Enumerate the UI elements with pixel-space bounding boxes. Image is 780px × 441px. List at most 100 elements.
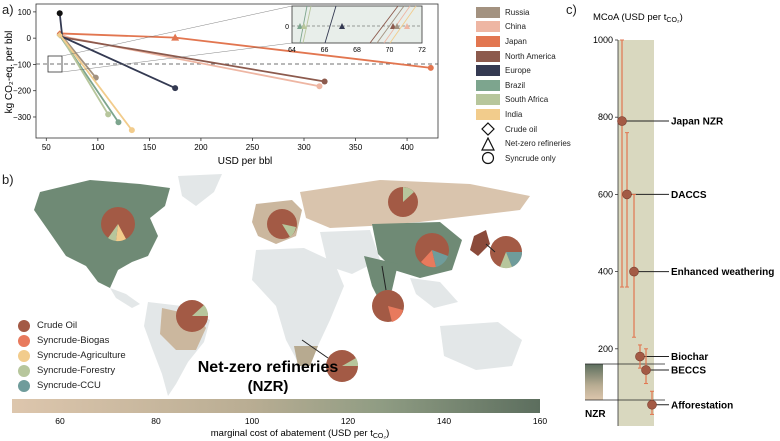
legend-label: Net-zero refineries <box>505 139 571 149</box>
colorbar: 60 80 100 120 140 160 marginal cost of abatem… <box>12 399 547 440</box>
x-tick-label: 50 <box>42 143 51 152</box>
pie-china <box>415 233 449 268</box>
mcoa-tick-label: 600 <box>598 189 613 199</box>
se-asia-shape <box>410 278 458 308</box>
mcoa-point <box>629 266 639 277</box>
crude-oil-point <box>56 32 63 39</box>
world-map: Net-zero refineries (NZR) <box>34 174 530 396</box>
pie-japan <box>490 236 523 269</box>
panel-b-label: b) <box>2 172 14 187</box>
mcoa-item-label: Japan NZR <box>671 117 724 128</box>
series-line <box>59 34 133 131</box>
panel-c-chart: MCoA (USD per tCO₂) 1000 800 600 400 200 NZR… <box>585 12 774 426</box>
syncrude-point <box>172 85 179 92</box>
legend-region-item: Russia <box>476 5 576 20</box>
europe-start-point <box>56 10 63 17</box>
legend-swatch <box>476 79 500 91</box>
legend-region-item: China <box>476 20 576 35</box>
colorbar-tick-label: 80 <box>151 416 161 426</box>
x-ticks: 50 100 150 200 250 300 350 400 <box>42 138 414 152</box>
legend-swatch <box>476 21 500 33</box>
inset-x-tick-label: 64 <box>288 47 296 54</box>
inset-lines <box>299 5 417 44</box>
legend-label: Syncrude-Forestry <box>37 365 116 376</box>
colorbar-ticks: 60 80 100 120 140 160 <box>55 416 547 426</box>
legend-label: North America <box>505 51 556 61</box>
mcoa-item-label: Afforestation <box>671 400 733 411</box>
legend-marker-item: Net-zero refineries <box>476 136 576 151</box>
source-legend-item: Syncrude-CCU <box>18 378 126 393</box>
india-pointer <box>381 265 387 291</box>
y-tick-label: 100 <box>18 8 32 17</box>
region-legend: Russia China Japan North America Europe Brazi… <box>476 5 576 166</box>
legend-dot <box>18 349 30 362</box>
syncrude-point <box>321 78 328 85</box>
mcoa-tick-label: 800 <box>598 112 613 122</box>
source-legend-item: Crude Oil <box>18 318 126 333</box>
source-legend-item: Syncrude-Biogas <box>18 333 126 348</box>
zoom-connector-bottom <box>61 42 293 73</box>
x-tick-label: 250 <box>246 143 260 152</box>
legend-label: Brazil <box>505 80 526 90</box>
nzr-gradient <box>585 364 603 400</box>
south-africa-pointer <box>301 339 329 359</box>
continent-shapes <box>34 174 530 396</box>
pie-india <box>372 290 404 322</box>
x-tick-label: 100 <box>91 143 105 152</box>
syncrude-point <box>427 64 434 71</box>
colorbar-tick-label: 60 <box>55 416 65 426</box>
legend-label: China <box>505 22 526 32</box>
legend-swatch <box>476 65 500 77</box>
inset-x-tick-label: 70 <box>386 47 394 54</box>
mcoa-item-label: Biochar <box>671 352 708 363</box>
colorbar-gradient <box>12 399 540 413</box>
mcoa-point <box>635 351 645 362</box>
pie-europe <box>267 209 297 239</box>
legend-label: Europe <box>505 66 531 76</box>
legend-region-item: India <box>476 107 576 122</box>
x-tick-label: 150 <box>143 143 157 152</box>
mcoa-point <box>647 399 657 410</box>
y-tick-label: −300 <box>13 113 32 122</box>
legend-dot <box>18 364 30 377</box>
mcoa-item-label: Enhanced weathering <box>671 267 774 278</box>
inset-x-tick-label: 66 <box>321 47 329 54</box>
panel-a-chart: 50 100 150 200 250 300 350 400 100 0 −100 −200 −300… <box>4 3 439 167</box>
colorbar-tick-label: 100 <box>245 416 259 426</box>
mcoa-point <box>617 116 627 126</box>
mcoa-tick-label: 200 <box>598 344 613 354</box>
legend-label: Japan <box>505 36 527 46</box>
inset-x-tick-label: 68 <box>353 47 361 54</box>
north-america-shape <box>34 180 170 288</box>
nzr-point <box>171 33 180 41</box>
legend-label: Syncrude only <box>505 153 556 163</box>
middle-east-shape <box>320 230 380 274</box>
colorbar-label: marginal cost of abatement (USD per tCO₂… <box>211 428 390 440</box>
y-tick-label: −100 <box>13 60 32 69</box>
mcoa-items: Japan NZR DACCS Enhanced weathering Biochar… <box>617 39 774 415</box>
mcoa-point <box>622 189 632 200</box>
mcoa-title: MCoA (USD per tCO₂) <box>593 12 683 24</box>
legend-label: South Africa <box>505 95 549 105</box>
legend-swatch <box>476 94 500 106</box>
pie-south-africa <box>326 350 359 382</box>
inset-frame <box>291 5 423 44</box>
mcoa-tick-label: 400 <box>598 267 613 277</box>
south-africa-shape <box>294 346 318 366</box>
legend-dot <box>18 334 30 347</box>
syncrude-point <box>105 111 112 118</box>
x-tick-label: 400 <box>400 143 414 152</box>
x-axis-label: USD per bbl <box>218 156 272 167</box>
triangle-icon <box>476 136 500 151</box>
legend-dot <box>18 319 30 332</box>
y-axis-label: kg CO₂-eq. per bbl <box>4 31 15 114</box>
y-tick-label: −200 <box>13 87 32 96</box>
zoom-box <box>47 55 63 73</box>
africa-shape <box>252 248 344 366</box>
japan-shape <box>470 230 490 256</box>
legend-region-item: Europe <box>476 63 576 78</box>
syncrude-point <box>115 119 122 126</box>
legend-region-item: North America <box>476 49 576 64</box>
colorbar-tick-label: 160 <box>533 416 547 426</box>
map-title-line1: Net-zero refineries <box>198 359 339 376</box>
